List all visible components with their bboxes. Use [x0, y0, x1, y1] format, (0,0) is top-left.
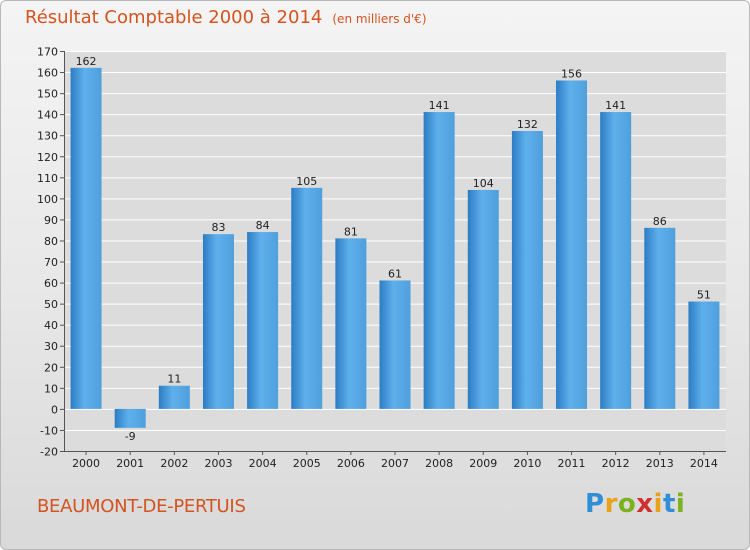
logo-letter: i — [653, 489, 663, 519]
chart-title-block: Résultat Comptable 2000 à 2014 (en millie… — [25, 7, 427, 28]
x-tick-label-2000: 2000 — [72, 457, 100, 470]
x-tick-label-2007: 2007 — [381, 457, 409, 470]
bar-2006 — [335, 238, 367, 409]
data-label-2006: 81 — [344, 225, 358, 238]
y-axis: -20 -10 0 10 20 30 40 50 60 70 80 90 100 110 120 130 140… — [37, 46, 65, 459]
y-tick-label: 70 — [44, 256, 58, 269]
bar-2007 — [379, 280, 411, 409]
logo-letter: t — [662, 489, 676, 519]
x-axis: 2000 2001 2002 2003 2004 2005 2006 2007 2008 2009… — [64, 451, 726, 470]
data-label-2000: 162 — [76, 55, 97, 68]
y-tick-label: 20 — [44, 361, 58, 374]
proxiti-logo: Proxiti — [585, 489, 685, 519]
bar-2011 — [556, 80, 588, 409]
y-tick-label: 90 — [44, 214, 58, 227]
x-tick-label-2008: 2008 — [425, 457, 453, 470]
x-tick-label-2001: 2001 — [116, 457, 144, 470]
y-tick-label: 130 — [37, 130, 58, 143]
y-tick-label: 60 — [44, 277, 58, 290]
logo-letter: i — [675, 489, 686, 519]
x-tick-label-2011: 2011 — [558, 457, 586, 470]
y-tick-label: 0 — [51, 403, 58, 416]
logo-letter: x — [636, 489, 654, 519]
y-tick-label: 140 — [37, 109, 58, 122]
bar-2000 — [70, 67, 102, 409]
data-label-2010: 132 — [517, 118, 538, 131]
y-tick-label: -20 — [40, 446, 58, 459]
logo-letter: o — [617, 489, 637, 519]
data-label-2007: 61 — [388, 267, 402, 280]
data-label-2013: 86 — [653, 215, 667, 228]
data-label-2014: 51 — [697, 289, 711, 302]
x-tick-label-2004: 2004 — [249, 457, 277, 470]
unit-note: (en milliers d'€) — [332, 12, 427, 26]
bar-2009 — [467, 189, 499, 409]
data-label-2002: 11 — [167, 373, 181, 386]
x-tick-label-2005: 2005 — [293, 457, 321, 470]
y-tick-label: 80 — [44, 235, 58, 248]
data-label-2012: 141 — [605, 99, 626, 112]
bars: 162 -9 11 83 84 105 81 61 141 104 132 156 141 86 51 — [70, 55, 720, 443]
bar-2012 — [600, 112, 632, 409]
x-tick-label-2014: 2014 — [690, 457, 718, 470]
y-tick-label: 110 — [37, 172, 58, 185]
bar-2003 — [202, 234, 234, 409]
x-tick-label-2002: 2002 — [160, 457, 188, 470]
bar-2014 — [688, 301, 720, 409]
commune-name: BEAUMONT-DE-PERTUIS — [37, 496, 246, 517]
chart-title: Résultat Comptable 2000 à 2014 — [25, 7, 323, 28]
data-label-2005: 105 — [296, 175, 317, 188]
y-tick-label: 30 — [44, 340, 58, 353]
data-label-2003: 83 — [211, 221, 225, 234]
bar-2002 — [158, 385, 190, 409]
data-label-2008: 141 — [429, 99, 450, 112]
y-tick-label: 150 — [37, 88, 58, 101]
y-tick-label: 100 — [37, 193, 58, 206]
logo-letter: r — [604, 489, 618, 519]
y-tick-label: -10 — [40, 424, 58, 437]
y-tick-label: 120 — [37, 151, 58, 164]
logo-letter: P — [585, 489, 605, 519]
bar-2010 — [511, 131, 543, 409]
x-tick-label-2009: 2009 — [469, 457, 497, 470]
data-label-2011: 156 — [561, 67, 582, 80]
y-tick-label: 50 — [44, 298, 58, 311]
x-tick-label-2010: 2010 — [513, 457, 541, 470]
data-label-2009: 104 — [473, 177, 494, 190]
data-label-2001: -9 — [125, 430, 136, 443]
y-tick-label: 160 — [37, 67, 58, 80]
bar-2004 — [247, 232, 279, 409]
x-tick-label-2003: 2003 — [204, 457, 232, 470]
x-tick-label-2012: 2012 — [602, 457, 630, 470]
bar-2005 — [291, 187, 323, 409]
bar-2013 — [644, 227, 676, 409]
y-tick-label: 40 — [44, 319, 58, 332]
y-tick-label: 10 — [44, 382, 58, 395]
data-label-2004: 84 — [256, 219, 270, 232]
x-tick-label-2006: 2006 — [337, 457, 365, 470]
x-tick-label-2013: 2013 — [646, 457, 674, 470]
bar-2008 — [423, 112, 455, 409]
y-tick-label: 170 — [37, 46, 58, 59]
bar-2001 — [114, 408, 146, 428]
